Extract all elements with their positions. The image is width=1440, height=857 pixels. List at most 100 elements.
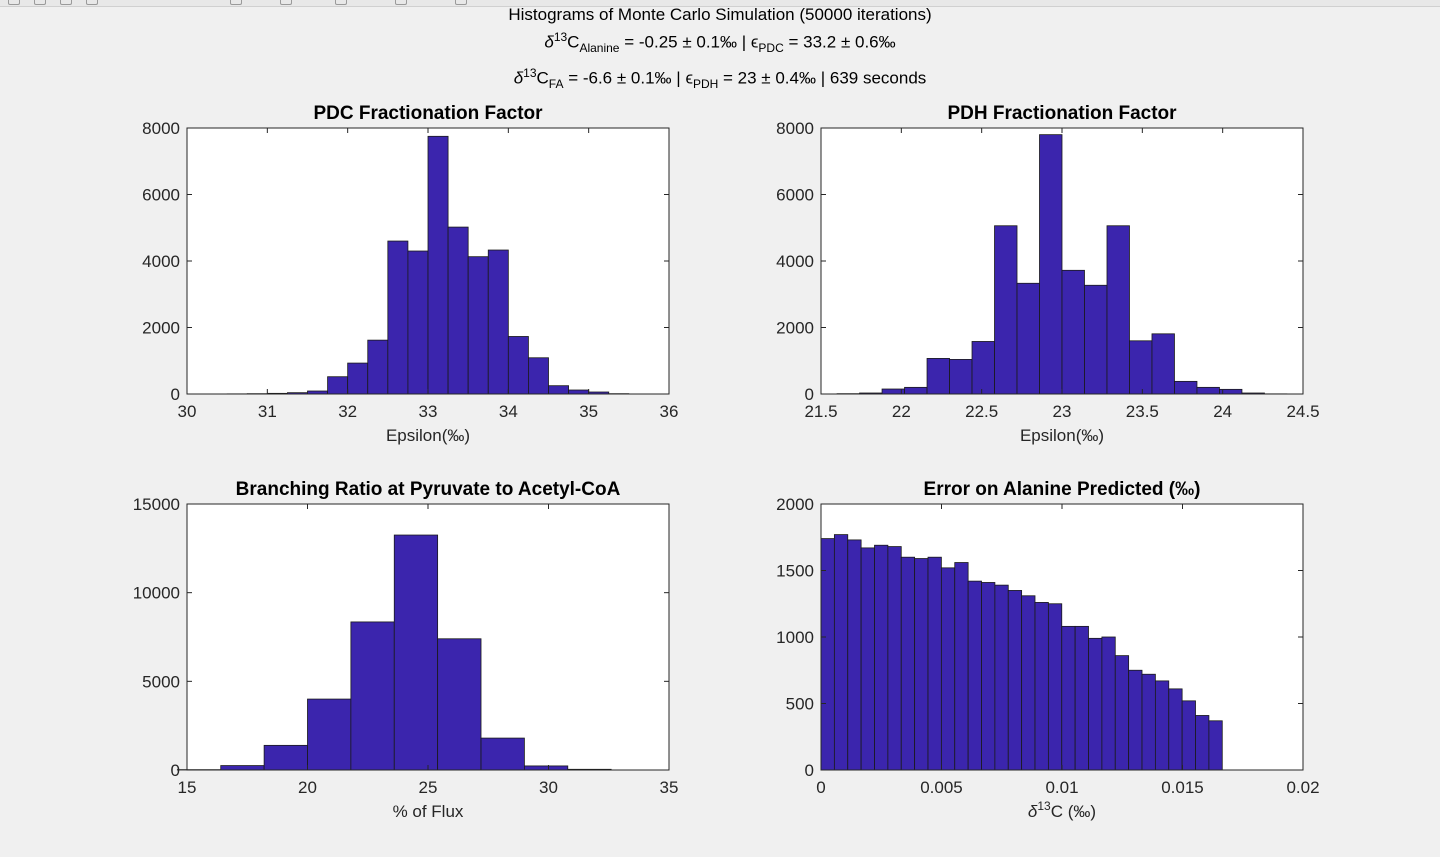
histogram-bar (480, 737, 525, 771)
histogram-bar (833, 534, 849, 771)
y-tick-label: 2000 (776, 319, 814, 338)
histogram-bar (347, 362, 369, 395)
y-tick-label: 10000 (133, 584, 180, 603)
histogram-bar (387, 240, 409, 395)
y-tick-label: 0 (805, 385, 814, 404)
histogram-bar (940, 567, 956, 771)
histogram-bar (926, 358, 950, 395)
y-tick-label: 0 (805, 761, 814, 780)
x-axis-label: Epsilon(‰) (386, 426, 470, 445)
x-axis-label: Epsilon(‰) (1020, 426, 1104, 445)
x-tick-label: 23 (1053, 402, 1072, 421)
histogram-bar (367, 339, 389, 395)
subplot-2: 21.5 22 22.5 23 23.5 24 24.5 0 2000 4000 6000 8000 P… (776, 103, 1319, 445)
histogram-bar (1196, 386, 1220, 395)
histogram-bar (1129, 340, 1153, 395)
histogram-bar (1088, 637, 1103, 771)
x-tick-label: 24 (1213, 402, 1232, 421)
subplot-title: Branching Ratio at Pyruvate to Acetyl-Co… (236, 479, 621, 500)
histogram-bar (487, 249, 509, 395)
histogram-bar (1106, 225, 1130, 395)
subplot-3: 15 20 25 30 35 0 5000 10000 15000 Branching Ratio… (133, 479, 679, 821)
x-tick-label: 34 (499, 402, 518, 421)
y-tick-label: 4000 (142, 252, 180, 271)
x-tick-label: 20 (298, 778, 317, 797)
histogram-bar (407, 250, 429, 395)
y-tick-label: 8000 (776, 119, 814, 138)
y-tick-label: 15000 (133, 495, 180, 514)
figure-title-line-3: δ13CFA = -6.6 ± 0.1‰ | ϵPDH = 23 ± 0.4‰ … (513, 66, 927, 92)
histogram-bar (860, 547, 875, 771)
histogram-bar (1154, 680, 1170, 771)
histogram-bar (949, 359, 973, 395)
histogram-bar (350, 621, 395, 771)
x-tick-label: 32 (338, 402, 357, 421)
y-tick-label: 1500 (776, 562, 814, 581)
histogram-bar (507, 336, 529, 395)
histogram-bar (1181, 700, 1196, 771)
pan-icon[interactable] (280, 0, 292, 5)
histogram-bar (874, 544, 889, 771)
x-axis-label: δ13C (‰) (1028, 799, 1096, 821)
histogram-bar (327, 376, 349, 395)
x-tick-label: 30 (539, 778, 558, 797)
legend-icon[interactable] (455, 0, 467, 5)
x-tick-label: 36 (660, 402, 679, 421)
y-tick-label: 500 (786, 695, 814, 714)
histogram-bar (994, 584, 1009, 771)
histogram-bar (1061, 269, 1085, 395)
y-tick-label: 2000 (142, 319, 180, 338)
histogram-bar (1114, 655, 1130, 771)
histogram-bar (967, 580, 982, 771)
figure-title-line-1: Histograms of Monte Carlo Simulation (50… (508, 5, 932, 24)
zoom-icon[interactable] (230, 0, 242, 5)
histogram-bar (1061, 625, 1076, 771)
histogram-bar (1151, 333, 1175, 395)
histogram-bar (904, 386, 928, 395)
histogram-bar (820, 538, 835, 771)
y-tick-label: 6000 (776, 186, 814, 205)
print-icon[interactable] (86, 0, 98, 5)
rotate-icon[interactable] (335, 0, 347, 5)
histogram-bar (900, 556, 916, 771)
histogram-bar (1084, 284, 1108, 395)
new-figure-icon[interactable] (8, 0, 20, 5)
figure-title-line-2: δ13CAlanine = -0.25 ± 0.1‰ | ϵPDC = 33.2… (544, 30, 896, 56)
histogram-bar (524, 765, 569, 771)
save-icon[interactable] (60, 0, 72, 5)
x-tick-label: 35 (579, 402, 598, 421)
histogram-bar (1021, 595, 1036, 771)
x-tick-label: 15 (178, 778, 197, 797)
x-tick-label: 33 (419, 402, 438, 421)
subplot-1: 30 31 32 33 34 35 36 0 2000 4000 6000 8000 PDC Fract… (142, 103, 678, 445)
x-tick-label: 30 (178, 402, 197, 421)
histogram-bar (1195, 715, 1210, 771)
x-tick-label: 0 (816, 778, 825, 797)
x-tick-label: 23.5 (1126, 402, 1159, 421)
x-tick-label: 0.015 (1161, 778, 1204, 797)
data-cursor-icon[interactable] (395, 0, 407, 5)
x-tick-label: 21.5 (804, 402, 837, 421)
figure-toolbar (0, 0, 1440, 7)
y-tick-label: 4000 (776, 252, 814, 271)
histogram-bar (548, 385, 569, 395)
histogram-bar (393, 534, 439, 771)
histogram-bar (971, 341, 995, 395)
open-icon[interactable] (34, 0, 46, 5)
histogram-bar (1174, 380, 1198, 395)
x-tick-label: 31 (258, 402, 277, 421)
histogram-bar (263, 744, 308, 771)
histogram-bar (887, 546, 902, 771)
x-axis-label: % of Flux (393, 802, 464, 821)
histogram-bar (847, 539, 862, 771)
histogram-bar (1039, 134, 1063, 395)
histogram-bar (1168, 688, 1183, 771)
x-tick-label: 0.01 (1045, 778, 1078, 797)
histogram-bar (1034, 602, 1049, 771)
histogram-bar (447, 226, 469, 395)
histogram-bar (427, 135, 449, 395)
subplot-4: 0 0.005 0.01 0.015 0.02 0 500 1000 1500 2000 Error… (776, 479, 1319, 821)
histogram-bar (981, 582, 996, 771)
x-tick-label: 22 (892, 402, 911, 421)
